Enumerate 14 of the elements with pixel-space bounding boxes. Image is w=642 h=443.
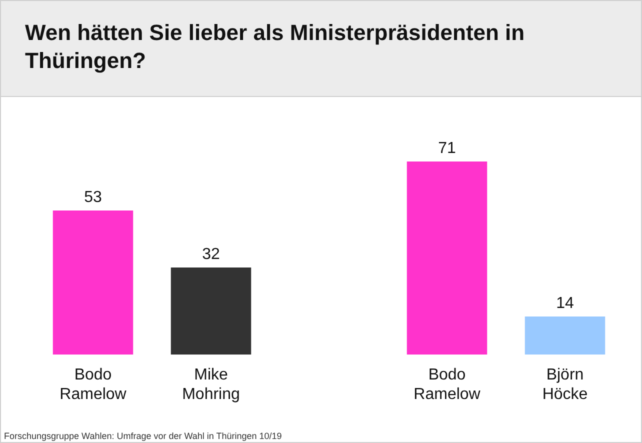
bar bbox=[524, 316, 606, 355]
bar bbox=[52, 210, 134, 355]
chart-title: Wen hätten Sie lieber als Ministerpräsidenten in Thüringen? bbox=[1, 1, 641, 97]
data-label: 53 bbox=[84, 188, 102, 206]
x-tick-label: Mike Mohring bbox=[182, 366, 240, 403]
data-label: 71 bbox=[438, 140, 456, 157]
x-tick-label: Bodo Ramelow bbox=[60, 366, 127, 403]
data-label: 14 bbox=[556, 294, 574, 312]
data-label: 32 bbox=[202, 246, 220, 263]
x-tick-label: Bodo Ramelow bbox=[414, 366, 481, 403]
x-tick-label: Björn Höcke bbox=[542, 366, 588, 403]
bar bbox=[170, 268, 252, 355]
text: Forschungsgruppe Wahlen: Umfrage vor der Wahl in Thüringen 10/19 bbox=[4, 431, 282, 441]
bar bbox=[406, 161, 488, 355]
